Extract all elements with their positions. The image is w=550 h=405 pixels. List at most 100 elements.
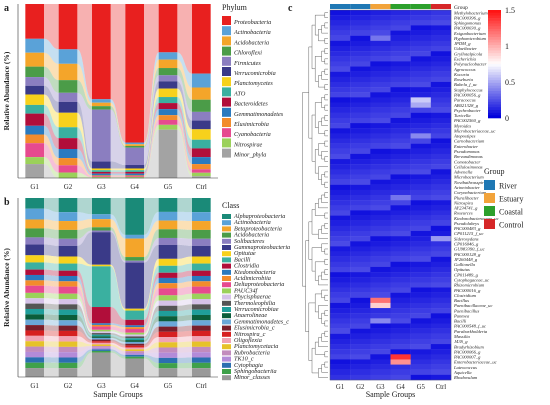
flow-band <box>44 143 59 173</box>
heatmap-cell <box>330 71 351 78</box>
heatmap-cell <box>410 71 432 78</box>
heatmap-cell <box>330 323 351 329</box>
flow-band <box>44 255 59 264</box>
legend-label: Proteobacteria <box>233 19 271 26</box>
flow-band <box>177 52 192 88</box>
stacked-bar-segment <box>25 292 44 299</box>
flow-band <box>144 68 159 148</box>
legend-label: River <box>499 182 517 191</box>
x-tick-label: Ctrl <box>436 384 447 391</box>
flow-band <box>144 283 159 330</box>
heatmap-cell <box>410 220 432 227</box>
flow-band <box>144 97 159 172</box>
heatmap-cell <box>410 10 432 16</box>
flow-band <box>144 277 159 328</box>
heatmap-cell <box>370 143 391 149</box>
flow-band <box>177 88 192 140</box>
heatmap-cell <box>390 338 411 345</box>
flow-band <box>177 275 192 284</box>
heatmap-cell <box>330 374 351 381</box>
heatmap-cell <box>350 344 371 350</box>
flow-band <box>177 229 192 239</box>
x-tick-label: G2 <box>356 384 365 391</box>
heatmap-cell <box>350 297 371 304</box>
dendrogram-branch <box>324 38 328 44</box>
row-label: Kocuria <box>453 72 470 77</box>
stacked-bar-segment <box>25 208 44 220</box>
stacked-bar-segment <box>125 308 144 311</box>
row-label: Luteococcus <box>453 365 477 370</box>
row-label: PAC000066_g <box>453 349 481 354</box>
stacked-bar-segment <box>192 120 211 130</box>
stacked-bar-segment <box>158 321 178 327</box>
heatmap-cell <box>390 87 411 93</box>
legend-swatch <box>222 238 231 244</box>
heatmap-cell <box>370 308 391 314</box>
heatmap-cell <box>390 220 411 227</box>
heatmap-cell <box>330 92 351 98</box>
stacked-bar-segment <box>25 52 44 67</box>
dendrogram-branch <box>318 337 328 347</box>
heatmap-cell <box>350 128 371 134</box>
stacked-bar-segment <box>25 274 44 281</box>
stacked-bar-segment <box>158 103 178 110</box>
flow-band <box>144 265 159 320</box>
heatmap-cell <box>430 20 452 26</box>
flow-band <box>44 228 59 239</box>
heatmap-cell <box>370 107 391 113</box>
row-label: CP016046_g <box>454 242 479 247</box>
heatmap-cell <box>390 164 411 170</box>
stacked-bar-segment <box>192 368 211 377</box>
dendrogram-branch <box>324 12 328 18</box>
x-tick-label: G3 <box>97 183 106 191</box>
stacked-bar-segment <box>25 237 44 245</box>
heatmap-cell <box>330 35 351 42</box>
stacked-bar-segment <box>125 170 144 172</box>
dendrogram-branch <box>324 310 328 316</box>
stacked-bar-segment <box>58 330 78 337</box>
stacked-bar-segment <box>192 198 211 213</box>
heatmap-cell <box>410 374 432 381</box>
flow-band <box>77 299 92 334</box>
heatmap-cell <box>350 246 371 252</box>
heatmap-cell <box>390 318 411 324</box>
flow-band <box>110 349 126 357</box>
heatmap-cell <box>430 230 452 237</box>
legend-swatch <box>222 294 231 300</box>
heatmap-cell <box>390 272 411 278</box>
dendrogram-branch <box>302 92 309 287</box>
heatmap-cell <box>430 272 452 278</box>
flow-band <box>77 350 92 369</box>
heatmap-cell <box>330 153 351 160</box>
stacked-bar-segment <box>25 66 44 78</box>
flow-band <box>110 168 126 171</box>
stacked-bar-segment <box>92 171 111 174</box>
legend-swatch <box>484 180 495 190</box>
heatmap-cell <box>330 25 351 31</box>
legend-swatch <box>222 26 231 36</box>
row-label: GU983390_f_uc <box>454 247 485 252</box>
heatmap-cell <box>350 153 371 160</box>
heatmap-cell <box>330 66 351 72</box>
flow-band <box>177 211 192 222</box>
heatmap-cell <box>330 364 351 370</box>
stacked-bar-segment <box>158 347 178 353</box>
heatmap-cell <box>410 92 432 98</box>
row-label: PAC000016_g <box>453 288 481 293</box>
heatmap-cell <box>390 35 411 42</box>
legend-label: Minor_phyla <box>233 152 266 159</box>
stacked-bar-segment <box>125 343 144 346</box>
colorbar-segment <box>488 45 501 49</box>
stacked-bar-segment <box>58 138 78 149</box>
flow-band <box>177 309 192 317</box>
stacked-bar-segment <box>25 228 44 238</box>
stacked-bar-segment <box>158 363 178 369</box>
heatmap-cell <box>370 35 391 42</box>
heatmap-cell <box>430 112 452 119</box>
heatmap-cell <box>350 369 371 376</box>
colorbar-segment <box>488 101 501 105</box>
flow-band <box>177 237 192 246</box>
stacked-bar-segment <box>125 168 144 171</box>
heatmap-cell <box>350 230 371 237</box>
flow-band <box>44 357 59 363</box>
